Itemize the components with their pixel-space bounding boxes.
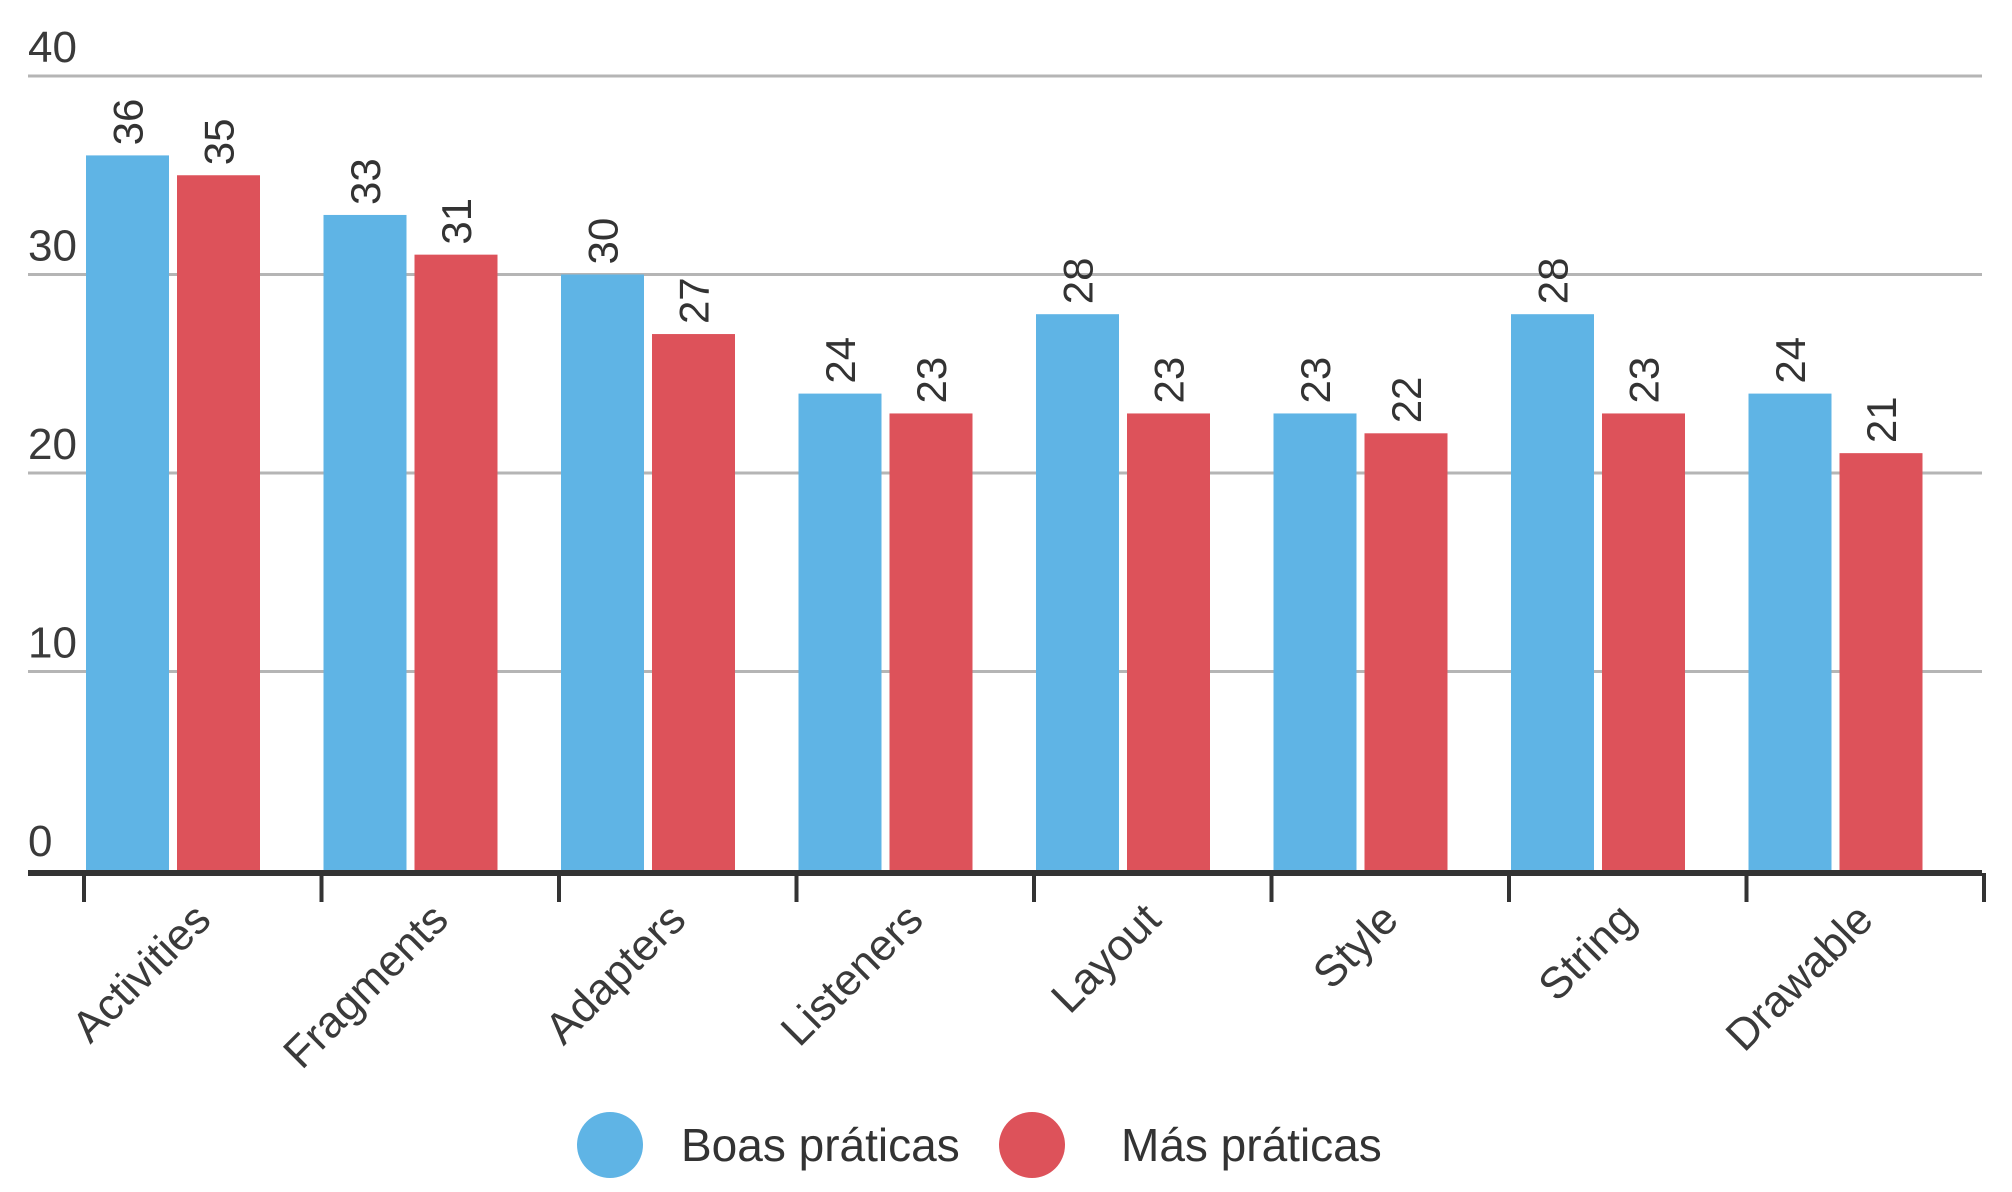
bar-m-s-pr-ticas-layout: [1127, 413, 1210, 870]
x-tick-label-style: Style: [1304, 894, 1408, 998]
bar-boas-pr-ticas-drawable: [1748, 393, 1832, 870]
legend-swatch-m-s-pr-ticas: [999, 1112, 1065, 1178]
bar-m-s-pr-ticas-string: [1602, 413, 1685, 870]
x-tick-label-layout: Layout: [1042, 894, 1170, 1022]
bar-m-s-pr-ticas-listeners: [889, 413, 973, 870]
y-tick-label-30: 30: [28, 222, 77, 271]
bar-boas-pr-ticas-string: [1511, 314, 1594, 870]
x-tick-label-fragments: Fragments: [274, 894, 457, 1077]
x-tick-label-string: String: [1529, 894, 1645, 1010]
data-label-boas-pr-ticas-adapters: 30: [580, 218, 627, 265]
legend: Boas práticas Más práticas: [577, 1112, 1382, 1178]
bar-boas-pr-ticas-listeners: [798, 393, 882, 870]
data-label-m-s-pr-ticas-adapters: 27: [671, 277, 718, 324]
bar-boas-pr-ticas-layout: [1036, 314, 1119, 870]
data-label-boas-pr-ticas-listeners: 24: [817, 337, 864, 384]
x-tick-label-drawable: Drawable: [1716, 894, 1882, 1060]
data-label-m-s-pr-ticas-fragments: 31: [433, 198, 480, 245]
data-label-boas-pr-ticas-style: 23: [1292, 357, 1339, 404]
bar-m-s-pr-ticas-adapters: [652, 334, 735, 870]
x-tick-label-activities: Activities: [63, 894, 220, 1051]
data-label-boas-pr-ticas-layout: 28: [1055, 257, 1102, 304]
data-label-m-s-pr-ticas-listeners: 23: [908, 357, 955, 404]
bar-m-s-pr-ticas-activities: [177, 175, 260, 870]
bar-boas-pr-ticas-style: [1273, 413, 1357, 870]
y-tick-label-10: 10: [28, 619, 77, 668]
y-tick-label-0: 0: [28, 817, 52, 866]
data-labels-layer: 36 35 33 31 30 27 24 23 28 23 23 22 28 23 24 21: [105, 99, 1906, 443]
bar-boas-pr-ticas-activities: [86, 155, 169, 870]
data-label-m-s-pr-ticas-activities: 35: [196, 119, 243, 166]
data-label-m-s-pr-ticas-layout: 23: [1146, 357, 1193, 404]
data-label-boas-pr-ticas-string: 28: [1530, 257, 1577, 304]
data-label-boas-pr-ticas-fragments: 33: [342, 158, 389, 205]
legend-label-boas-pr-ticas: Boas práticas: [681, 1119, 960, 1171]
bar-m-s-pr-ticas-drawable: [1839, 453, 1923, 870]
data-label-boas-pr-ticas-activities: 36: [105, 99, 152, 146]
legend-label-m-s-pr-ticas: Más práticas: [1121, 1119, 1382, 1171]
bar-boas-pr-ticas-adapters: [561, 274, 644, 870]
bar-boas-pr-ticas-fragments: [323, 214, 407, 870]
x-tick-label-listeners: Listeners: [772, 894, 933, 1055]
data-label-boas-pr-ticas-drawable: 24: [1767, 337, 1814, 384]
x-tick-label-adapters: Adapters: [536, 894, 695, 1053]
data-label-m-s-pr-ticas-style: 22: [1383, 377, 1430, 424]
data-label-m-s-pr-ticas-string: 23: [1621, 357, 1668, 404]
bars-layer: [86, 155, 1923, 870]
legend-swatch-boas-pr-ticas: [577, 1112, 643, 1178]
y-tick-label-20: 20: [28, 420, 77, 469]
grid-layer: 0 10 20 30 40: [28, 23, 1982, 866]
bar-m-s-pr-ticas-fragments: [414, 254, 498, 870]
x-axis: Activities Fragments Adapters Listeners Layo…: [28, 870, 1986, 1078]
y-tick-label-40: 40: [28, 23, 77, 72]
data-label-m-s-pr-ticas-drawable: 21: [1858, 396, 1905, 443]
bar-m-s-pr-ticas-style: [1364, 433, 1448, 870]
